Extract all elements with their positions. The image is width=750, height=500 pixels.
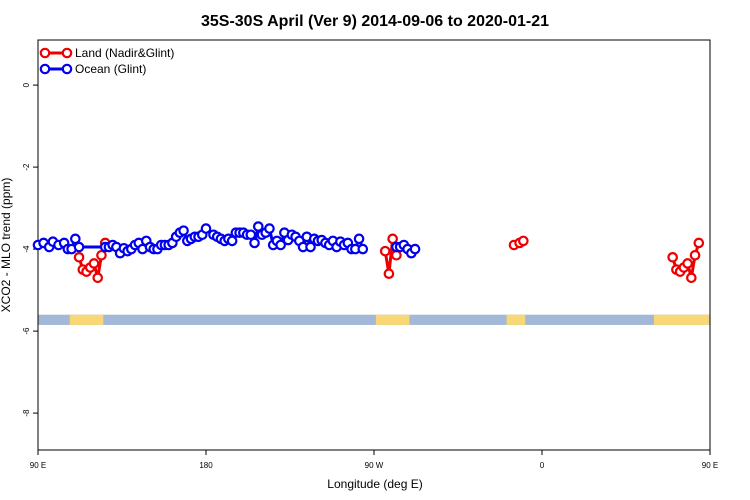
data-point: [70, 233, 81, 245]
x-axis-label: Longitude (deg E): [327, 477, 422, 491]
legend-marker-land: [61, 47, 73, 59]
data-point: [92, 272, 104, 284]
data-point: [682, 258, 693, 269]
x-axis: 90 E 180 90 W 0 90 E: [30, 450, 718, 470]
y-tick-label: -6: [22, 327, 31, 335]
map-ocean-band: [38, 314, 710, 325]
data-point: [226, 235, 238, 247]
series-layer: [32, 221, 705, 284]
data-point: [383, 268, 395, 279]
y-axis-label: XCO2 - MLO trend (ppm): [0, 178, 13, 313]
chart-title: 35S-30S April (Ver 9) 2014-09-06 to 2020…: [201, 13, 549, 30]
series-land: [73, 233, 705, 284]
data-point: [357, 243, 369, 255]
y-tick-label: -2: [22, 163, 31, 171]
data-point: [693, 237, 705, 249]
legend-entry-land: Land (Nadir&Glint): [39, 46, 174, 60]
series-ocean: [32, 221, 421, 259]
data-point: [249, 237, 260, 249]
map-strip: [38, 314, 710, 325]
x-tick-label: 90 W: [365, 461, 384, 470]
legend-entry-ocean: Ocean (Glint): [39, 62, 146, 76]
data-point: [88, 258, 100, 269]
legend-marker-ocean: [61, 63, 73, 75]
map-land-region: [654, 314, 710, 325]
data-point: [689, 249, 701, 261]
map-land-region: [375, 314, 410, 325]
x-tick-label: 90 E: [702, 461, 718, 470]
data-point: [275, 239, 286, 251]
data-point: [200, 223, 212, 234]
data-point: [667, 251, 678, 263]
data-point: [518, 235, 529, 247]
data-point: [305, 241, 316, 253]
data-point: [73, 241, 85, 253]
data-point: [387, 233, 398, 245]
legend-marker-ocean: [39, 63, 51, 75]
data-point: [178, 225, 189, 236]
data-point: [353, 233, 365, 245]
y-tick-label: 0: [22, 82, 31, 87]
x-tick-label: 0: [540, 461, 545, 470]
data-point: [379, 245, 391, 257]
legend-label-ocean: Ocean (Glint): [75, 62, 146, 76]
y-tick-label: -4: [22, 245, 31, 253]
map-land-region: [506, 314, 526, 325]
legend: Land (Nadir&Glint) Ocean (Glint): [39, 46, 174, 76]
data-point: [252, 221, 264, 232]
data-point: [264, 223, 275, 234]
x-tick-label: 90 E: [30, 461, 46, 470]
map-land-region: [69, 314, 104, 325]
x-tick-label: 180: [199, 461, 213, 470]
legend-marker-land: [39, 47, 51, 59]
data-point: [245, 229, 257, 241]
y-tick-label: -8: [22, 409, 31, 417]
legend-label-land: Land (Nadir&Glint): [75, 46, 174, 60]
data-point: [73, 251, 85, 263]
data-point: [686, 272, 697, 284]
data-point: [409, 243, 421, 255]
data-point: [96, 249, 107, 261]
